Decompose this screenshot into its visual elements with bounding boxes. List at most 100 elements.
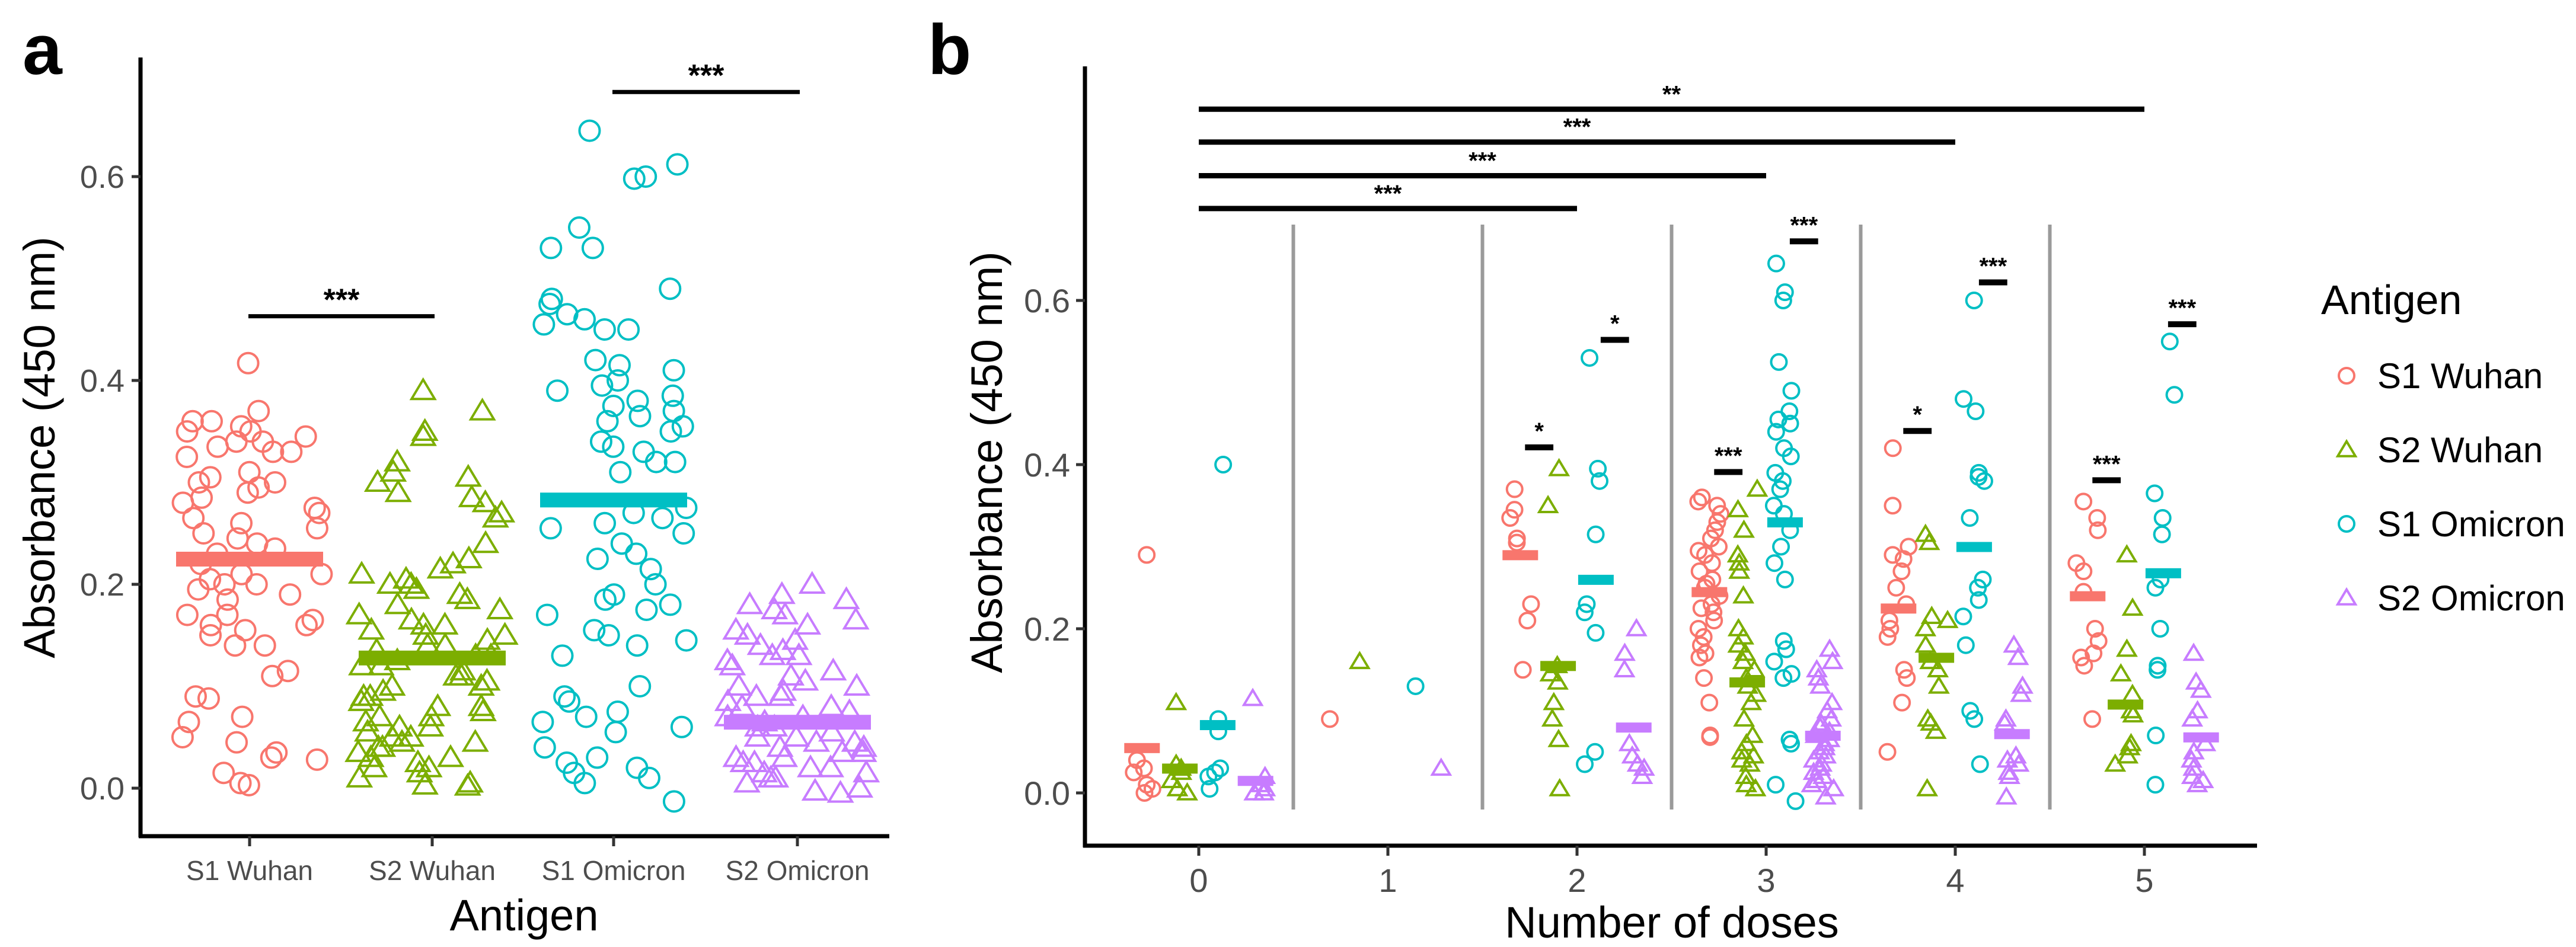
panel-a-y-tick-label: 0.4: [80, 363, 125, 399]
panel-b-within-significance-stars: *: [1534, 418, 1544, 444]
panel-a-point-s2-wuhan: [383, 449, 411, 472]
panel-b-point-s1-wuhan: [1884, 439, 1902, 457]
legend-label-s1-omicron: S1 Omicron: [2377, 504, 2565, 544]
panel-b-point-s2-omicron: [2189, 679, 2212, 698]
panel-a-point-s1-omicron: [573, 772, 596, 795]
panel-b-x-axis-title: Number of doses: [1505, 898, 1839, 947]
panel-b-point-s1-wuhan: [1884, 546, 1902, 564]
panel-a-x-tick-label: S2 Wuhan: [369, 855, 496, 886]
panel-b-point-s2-omicron: [2182, 642, 2205, 661]
panel-a-point-s1-wuhan: [216, 603, 239, 626]
panel-a-point-s2-wuhan: [461, 729, 489, 752]
panel-b-point-s1-omicron: [1765, 652, 1783, 671]
panel-a-point-s1-wuhan: [305, 517, 328, 540]
panel-b-point-s1-omicron: [1774, 292, 1792, 309]
panel-b-point-s2-wuhan: [1537, 495, 1559, 513]
panel-a-point-s1-wuhan: [310, 562, 333, 586]
panel-a-point-s2-omicron: [845, 775, 874, 798]
panel-b-point-s1-wuhan: [1898, 669, 1916, 687]
panel-a-point-s1-omicron: [590, 374, 614, 397]
panel-a-point-s2-wuhan: [488, 500, 516, 523]
panel-a-point-s1-omicron: [586, 548, 609, 570]
panel-b-point-s1-wuhan: [1878, 743, 1897, 761]
panel-b-y-tick-label: 0.4: [1024, 446, 1070, 484]
legend-marker-s1-wuhan: [2338, 367, 2355, 385]
panel-b-point-s2-omicron: [1807, 667, 1830, 686]
panel-a-point-s2-wuhan: [360, 754, 388, 778]
panel-a-label: a: [23, 10, 63, 89]
legend-marker-s1-omicron: [2338, 515, 2355, 533]
panel-b-point-s2-wuhan: [1543, 692, 1565, 711]
panel-a-point-s1-wuhan: [187, 471, 210, 494]
panel-b-point-s1-omicron: [1955, 390, 1973, 408]
panel-a-point-s2-omicron: [796, 754, 825, 778]
panel-b-point-s2-omicron: [1618, 732, 1640, 751]
panel-a-point-s2-omicron: [818, 693, 845, 716]
panel-b-point-s2-wuhan: [1914, 634, 1937, 653]
panel-a-point-s1-omicron: [567, 216, 590, 239]
panel-b-point-s1-omicron: [2165, 386, 2184, 404]
panel-b-mean-bar-s1-wuhan: [1881, 603, 1917, 614]
panel-b-within-significance-stars: ***: [2093, 451, 2121, 477]
panel-b-point-s1-wuhan: [1690, 648, 1709, 667]
panel-b-point-s2-wuhan: [1744, 778, 1767, 796]
panel-b-x-tick-label: 5: [2135, 862, 2153, 899]
panel-a-point-s2-wuhan: [347, 688, 375, 711]
panel-b-point-s1-omicron: [1201, 780, 1219, 798]
panel-a-point-s2-omicron: [794, 612, 822, 635]
panel-b-point-s2-wuhan: [1549, 778, 1571, 796]
panel-b-point-s2-wuhan: [1924, 720, 1947, 739]
legend-marker-s2-omicron: [2335, 587, 2358, 606]
panel-a-point-s1-wuhan: [171, 726, 194, 748]
panel-b-point-s2-omicron: [1997, 762, 2020, 780]
panel-b-point-s2-omicron: [1614, 642, 1636, 661]
panel-a-point-s1-wuhan: [279, 583, 302, 606]
panel-a-point-s1-omicron: [666, 153, 689, 176]
panel-a-point-s2-omicron: [736, 591, 764, 615]
panel-a-point-s2-wuhan: [454, 586, 481, 609]
panel-b-point-s2-wuhan: [1927, 675, 1950, 694]
panel-a-point-s2-omicron: [746, 632, 774, 655]
panel-b-point-s1-wuhan: [1706, 521, 1724, 539]
panel-a-point-s1-omicron: [675, 629, 698, 652]
panel-a-point-s1-wuhan: [247, 476, 270, 499]
panel-a-point-s2-wuhan: [417, 714, 445, 737]
panel-b-point-s2-wuhan: [1546, 671, 1569, 690]
panel-a-point-s1-omicron: [662, 359, 685, 382]
panel-a-point-s1-omicron: [659, 420, 682, 443]
panel-a-point-s2-omicron: [850, 734, 878, 757]
panel-b-point-s1-omicron: [2160, 332, 2179, 351]
panel-a-point-s1-wuhan: [175, 446, 199, 468]
panel-a-point-s2-omicron: [758, 642, 786, 666]
panel-b-point-s1-omicron: [2146, 484, 2164, 503]
panel-b-point-s2-omicron: [1625, 618, 1648, 636]
panel-b-point-s1-omicron: [1965, 710, 1984, 728]
panel-a-point-s2-wuhan: [454, 772, 481, 796]
panel-b-point-s2-omicron: [1809, 675, 1831, 694]
panel-a-point-s1-omicron: [594, 588, 617, 611]
panel-b-within-significance-stars: ***: [1979, 254, 2007, 280]
panel-b-point-s2-omicron: [1633, 757, 1655, 776]
panel-b-point-s1-omicron: [1767, 254, 1785, 273]
panel-b-point-s1-wuhan: [1689, 492, 1707, 511]
panel-b-dose-significance-stars: ***: [1469, 148, 1496, 174]
panel-b-point-s2-omicron: [2181, 708, 2204, 727]
panel-b-point-s2-omicron: [1631, 766, 1654, 785]
panel-a-y-tick-label: 0.6: [80, 159, 125, 195]
panel-a-point-s1-wuhan: [206, 435, 229, 458]
panel-b-point-s2-omicron: [1801, 773, 1823, 792]
panel-b-y-tick-label: 0.2: [1024, 610, 1070, 648]
panel-a-point-s1-omicron: [662, 399, 685, 423]
panel-a-point-s2-omicron: [742, 683, 770, 706]
panel-b-point-s1-wuhan: [1501, 509, 1520, 527]
panel-b-point-s1-omicron: [2146, 776, 2165, 794]
panel-a-point-s2-omicron: [828, 739, 856, 762]
panel-a-point-s1-omicron: [532, 313, 556, 336]
panel-a-point-s2-omicron: [770, 744, 799, 767]
panel-b-point-s2-wuhan: [2115, 638, 2138, 657]
panel-b-point-s2-wuhan: [1733, 708, 1755, 727]
panel-a-point-s2-omicron: [777, 663, 805, 686]
panel-a-point-s2-omicron: [750, 759, 778, 783]
panel-b-point-s2-omicron: [1430, 757, 1453, 776]
panel-b-mean-bar-s1-omicron: [1578, 574, 1614, 585]
